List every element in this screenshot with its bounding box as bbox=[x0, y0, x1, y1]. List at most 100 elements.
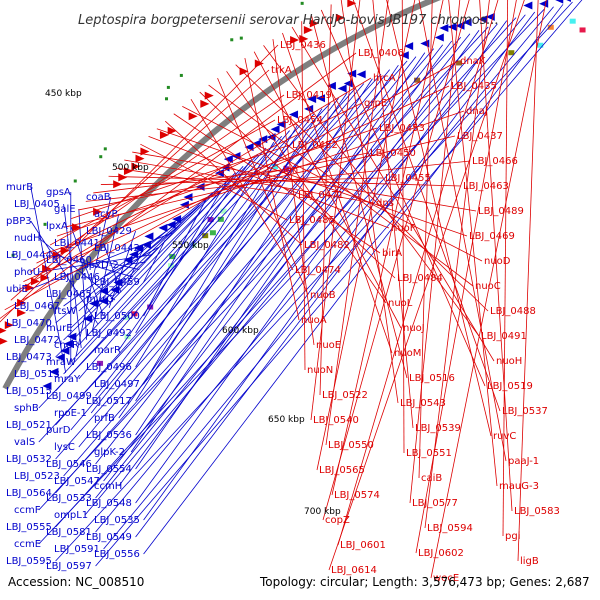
gene-label: LBJ_0515 bbox=[6, 386, 52, 397]
gene-label: LBJ_0523 bbox=[14, 471, 60, 482]
leader-line bbox=[208, 84, 474, 287]
leader-line bbox=[331, 0, 444, 496]
leader-line bbox=[90, 98, 339, 414]
reverse-gene-arrow bbox=[270, 125, 280, 134]
gene-label: mraW bbox=[46, 357, 76, 368]
gene-label: nuoB bbox=[310, 290, 336, 301]
leader-line bbox=[75, 196, 112, 357]
gene-label: LBJ_0485 bbox=[289, 215, 335, 226]
gene-label: LBJ_0614 bbox=[331, 565, 377, 576]
leader-line bbox=[108, 175, 462, 187]
leader-line bbox=[70, 225, 104, 316]
gene-label: mraY bbox=[54, 374, 81, 385]
gene-label: LBJ_0491 bbox=[481, 331, 527, 342]
reverse-gene-arrow bbox=[337, 84, 347, 93]
leader-line bbox=[418, 0, 507, 462]
reverse-gene-arrow bbox=[307, 95, 317, 104]
leader-line bbox=[386, 0, 492, 437]
reverse-gene-arrow bbox=[83, 314, 93, 323]
leader-line bbox=[517, 0, 539, 562]
gene-label: nuoJ bbox=[403, 323, 425, 334]
forward-gene-arrow bbox=[0, 327, 7, 334]
gene-label: valS bbox=[14, 437, 35, 448]
gene-label: LBJ_0489 bbox=[478, 206, 524, 217]
gene-label: LBJ_0459 bbox=[94, 277, 140, 288]
gene-label: LBJ_0539 bbox=[415, 423, 461, 434]
gene-label: LBJ_0405 bbox=[14, 199, 60, 210]
chromosome-backbone bbox=[2, 0, 441, 391]
leader-line bbox=[0, 52, 357, 319]
gene-label: dnaJ bbox=[466, 106, 488, 117]
gene-label: LBJ_0556 bbox=[94, 549, 140, 560]
forward-gene-arrow bbox=[167, 126, 177, 135]
reverse-gene-arrow bbox=[555, 0, 564, 4]
gene-label: LBJ_0454 bbox=[277, 115, 323, 126]
reverse-gene-arrow bbox=[134, 244, 144, 253]
gene-label: LBJ_0594 bbox=[427, 523, 473, 534]
gene-label: nuoF bbox=[391, 223, 416, 234]
gene-label: LBJ_0497 bbox=[94, 379, 140, 390]
gene-label: lon bbox=[283, 165, 298, 176]
reverse-gene-arrow bbox=[462, 18, 472, 27]
forward-gene-arrow bbox=[309, 19, 319, 28]
leader-line bbox=[424, 0, 490, 529]
gene-label: lpxA bbox=[46, 221, 68, 232]
feature-block bbox=[508, 50, 515, 56]
leader-line bbox=[100, 177, 384, 185]
gene-label: lysC bbox=[54, 442, 75, 453]
leader-line bbox=[173, 113, 381, 254]
gene-label: wecE bbox=[433, 573, 459, 584]
gene-label: LBJ_0482 bbox=[304, 240, 350, 251]
forward-gene-arrow bbox=[0, 337, 8, 345]
gene-label: dnaK bbox=[460, 56, 486, 67]
forward-gene-arrow bbox=[135, 154, 145, 163]
forward-gene-arrow bbox=[188, 112, 198, 121]
leader-line bbox=[217, 77, 309, 296]
leader-line bbox=[132, 151, 477, 212]
reverse-gene-arrow bbox=[244, 143, 254, 152]
gene-label: LBJ_0551 bbox=[406, 448, 452, 459]
gene-label: coaB bbox=[86, 192, 111, 203]
reverse-gene-arrow bbox=[447, 22, 457, 31]
gene-label: caiB bbox=[421, 473, 442, 484]
feature-block bbox=[456, 60, 463, 66]
leader-line bbox=[95, 56, 417, 465]
gene-label: nuoL bbox=[388, 298, 413, 309]
gene-label: dps bbox=[376, 198, 394, 209]
gene-label: paaJ-1 bbox=[508, 456, 539, 467]
gene-label: LBJ_0463 bbox=[463, 181, 509, 192]
gene-label: LBJ_0470 bbox=[6, 318, 52, 329]
label-leader-lines bbox=[0, 0, 583, 579]
track-tick bbox=[166, 85, 170, 89]
gene-label: birA bbox=[382, 248, 402, 259]
gene-label: phoU bbox=[14, 267, 40, 278]
reverse-gene-arrow bbox=[49, 367, 59, 376]
leader-line bbox=[78, 166, 244, 346]
leader-line bbox=[55, 191, 214, 324]
leader-line bbox=[301, 21, 306, 371]
leader-line bbox=[103, 247, 159, 278]
leader-line bbox=[93, 169, 282, 194]
leader-line bbox=[63, 135, 456, 228]
gene-label: LBJ_0435 bbox=[451, 81, 497, 92]
leader-line bbox=[244, 58, 300, 321]
leader-line bbox=[38, 237, 116, 301]
reverse-gene-arrow bbox=[42, 382, 52, 391]
leader-line bbox=[190, 98, 294, 271]
reverse-gene-arrow bbox=[539, 0, 549, 8]
leader-line bbox=[108, 230, 136, 308]
leader-line bbox=[253, 51, 402, 329]
gene-label: LBJ_0441 bbox=[54, 238, 100, 249]
gene-label: LBJ_0453 bbox=[379, 123, 425, 134]
gene-label: LBJ_0550 bbox=[328, 440, 374, 451]
gene-label: grpE bbox=[364, 98, 387, 109]
leader-line bbox=[84, 23, 498, 516]
leader-line bbox=[78, 205, 200, 312]
gene-label: ruvC bbox=[493, 431, 516, 442]
gene-label: LBJ_0583 bbox=[514, 506, 560, 517]
feature-block bbox=[272, 164, 279, 170]
gene-label: LBJ_0595 bbox=[6, 556, 52, 567]
leader-line bbox=[401, 0, 405, 454]
reverse-gene-arrow bbox=[183, 193, 193, 202]
leader-line bbox=[124, 159, 375, 204]
